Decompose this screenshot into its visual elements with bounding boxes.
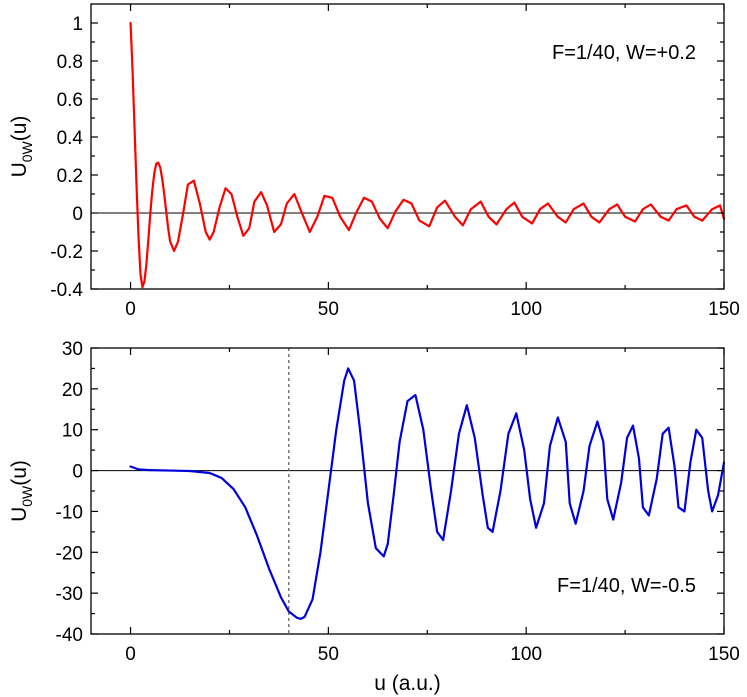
x-tick-label: 100 <box>510 644 542 665</box>
series-line-0 <box>129 21 726 289</box>
y-axis-title: U0W(u) <box>8 116 35 178</box>
y-tick-label: 0.4 <box>57 128 84 149</box>
y-tick-label: -0.2 <box>50 242 83 263</box>
x-tick-label: 100 <box>510 299 542 320</box>
y-tick-label: -20 <box>56 543 83 564</box>
y-axis-title: U0W(u) <box>8 460 35 522</box>
y-tick-label: 0.6 <box>57 90 83 111</box>
x-tick-label: 0 <box>125 644 136 665</box>
x-tick-label: 50 <box>318 644 339 665</box>
panel-annotation: F=1/40, W=-0.5 <box>557 575 696 597</box>
series-line-0 <box>129 367 726 620</box>
y-axis-title-subscript: 0W <box>19 485 35 507</box>
x-axis-title: u (a.u.) <box>374 672 441 695</box>
y-axis-title-subscript: 0W <box>19 140 35 162</box>
y-tick-label: 1 <box>72 14 83 35</box>
x-tick-label: 0 <box>125 299 136 320</box>
y-tick-label: 20 <box>62 380 83 401</box>
y-tick-label: 0 <box>72 462 83 483</box>
panel-bottom: 0 50 100 150 -40 -30 -20 -10 0 10 20 30 U0W(u) u (a.u… <box>8 339 740 695</box>
plot-frame <box>90 3 725 290</box>
y-tick-label: 0.2 <box>57 166 83 187</box>
y-axis-title-main: U <box>8 507 31 522</box>
y-tick-label: -0.4 <box>50 280 83 301</box>
y-tick-label: -40 <box>56 625 83 646</box>
y-tick-label: 0 <box>72 204 83 225</box>
y-tick-label: -10 <box>56 502 83 523</box>
y-axis-title-tail: (u) <box>8 116 31 142</box>
y-tick-label: -30 <box>56 584 83 605</box>
panel-top: 0 50 100 150 -0.4 -0.2 0 0.2 0.4 0.6 0.8 1 U0W(u) F=1… <box>8 3 740 320</box>
y-axis-title-tail: (u) <box>8 460 31 486</box>
x-tick-label: 50 <box>318 299 339 320</box>
y-tick-label: 30 <box>62 339 83 360</box>
y-axis-title-main: U <box>8 162 31 177</box>
y-tick-label: 0.8 <box>57 52 83 73</box>
x-tick-label: 150 <box>708 299 740 320</box>
panel-annotation: F=1/40, W=+0.2 <box>552 42 696 64</box>
x-tick-label: 150 <box>708 644 740 665</box>
y-tick-label: 10 <box>62 421 83 442</box>
